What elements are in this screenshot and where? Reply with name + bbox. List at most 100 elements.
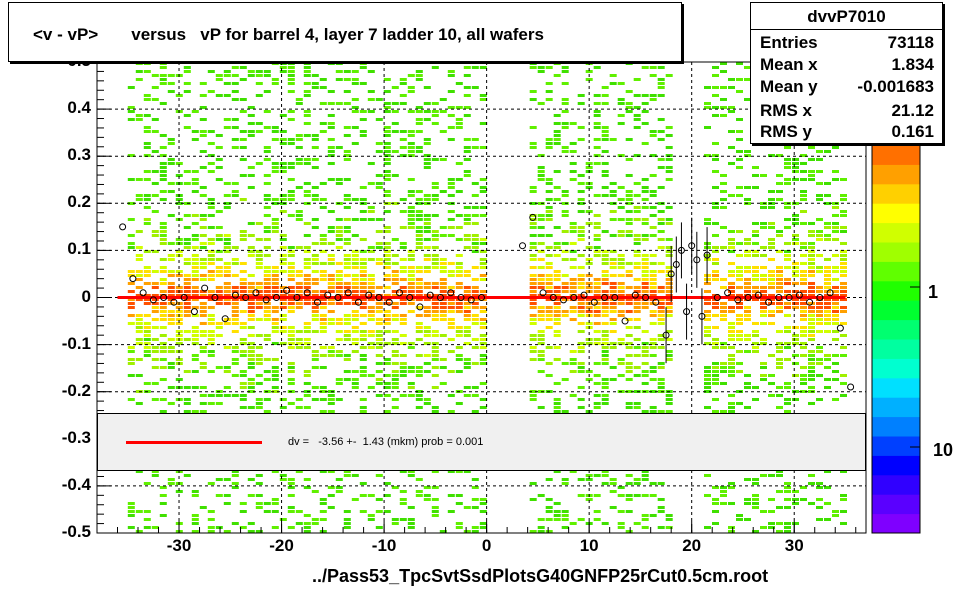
heatmap-cell — [641, 470, 649, 473]
heatmap-cell — [359, 218, 367, 221]
heatmap-cell — [391, 370, 399, 373]
heatmap-cell — [665, 290, 673, 293]
heatmap-cell — [247, 302, 255, 305]
heatmap-cell — [625, 174, 633, 177]
heatmap-cell — [569, 226, 577, 229]
heatmap-cell — [247, 382, 255, 385]
profile-point — [570, 294, 578, 301]
heatmap-cell — [553, 318, 561, 321]
heatmap-cell — [463, 270, 471, 273]
heatmap-cell — [327, 90, 335, 93]
heatmap-cell — [343, 314, 351, 317]
heatmap-cell — [247, 310, 255, 313]
heatmap-cell — [167, 258, 175, 261]
heatmap-cell — [577, 254, 585, 257]
heatmap-cell — [832, 170, 839, 173]
heatmap-cell — [239, 398, 247, 401]
heatmap-cell — [649, 254, 657, 257]
heatmap-cell — [359, 406, 367, 409]
heatmap-cell — [752, 222, 759, 225]
heatmap-cell — [383, 274, 391, 277]
heatmap-cell — [832, 222, 839, 225]
heatmap-cell — [383, 250, 391, 253]
y-tick-label: -0.3 — [61, 427, 91, 447]
heatmap-cell — [529, 358, 537, 361]
heatmap-cell — [577, 210, 585, 213]
heatmap-cell — [840, 522, 847, 525]
heatmap-cell — [263, 358, 271, 361]
heatmap-cell — [311, 258, 319, 261]
heatmap-cell — [287, 90, 295, 93]
heatmap-cell — [311, 366, 319, 369]
heatmap-cell — [151, 306, 159, 309]
heatmap-cell — [832, 318, 839, 321]
heatmap-cell — [351, 342, 359, 345]
heatmap-cell — [319, 510, 327, 513]
heatmap-cell — [207, 274, 215, 277]
heatmap-cell — [561, 314, 569, 317]
heatmap-cell — [431, 234, 439, 237]
heatmap-cell — [824, 226, 831, 229]
heatmap-cell — [601, 86, 609, 89]
heatmap-cell — [816, 358, 823, 361]
heatmap-cell — [808, 294, 815, 297]
heatmap-cell — [279, 314, 287, 317]
heatmap-cell — [471, 238, 479, 241]
heatmap-cell — [776, 306, 783, 309]
heatmap-cell — [529, 390, 537, 393]
heatmap-cell — [545, 498, 553, 501]
heatmap-cell — [569, 282, 577, 285]
heatmap-cell — [423, 246, 431, 249]
heatmap-cell — [191, 190, 199, 193]
heatmap-cell — [311, 198, 319, 201]
heatmap-cell — [553, 198, 561, 201]
heatmap-cell — [207, 142, 215, 145]
heatmap-cell — [143, 482, 151, 485]
heatmap-cell — [351, 290, 359, 293]
heatmap-cell — [776, 362, 783, 365]
heatmap-cell — [792, 502, 799, 505]
heatmap-cell — [431, 254, 439, 257]
heatmap-cell — [601, 130, 609, 133]
heatmap-cell — [415, 390, 423, 393]
heatmap-cell — [816, 362, 823, 365]
heatmap-cell — [343, 206, 351, 209]
heatmap-cell — [199, 330, 207, 333]
heatmap-cell — [327, 290, 335, 293]
heatmap-cell — [407, 130, 415, 133]
heatmap-cell — [199, 262, 207, 265]
heatmap-cell — [335, 246, 343, 249]
heatmap-cell — [471, 138, 479, 141]
heatmap-cell — [824, 486, 831, 489]
heatmap-cell — [367, 494, 375, 497]
heatmap-cell — [423, 314, 431, 317]
heatmap-cell — [399, 294, 407, 297]
heatmap-cell — [447, 70, 455, 73]
profile-point — [713, 294, 721, 301]
heatmap-cell — [367, 310, 375, 313]
heatmap-cell — [455, 226, 463, 229]
heatmap-cell — [792, 294, 799, 297]
heatmap-cell — [840, 382, 847, 385]
heatmap-cell — [840, 282, 847, 285]
heatmap-cell — [255, 402, 263, 405]
heatmap-cell — [231, 350, 239, 353]
heatmap-cell — [327, 150, 335, 153]
profile-point — [816, 294, 824, 301]
heatmap-cell — [776, 342, 783, 345]
heatmap-cell — [593, 298, 601, 301]
heatmap-cell — [207, 238, 215, 241]
heatmap-cell — [295, 306, 303, 309]
profile-point — [631, 291, 639, 299]
heatmap-cell — [231, 470, 239, 473]
heatmap-cell — [335, 178, 343, 181]
heatmap-cell — [649, 234, 657, 237]
heatmap-cell — [561, 510, 569, 513]
heatmap-cell — [840, 274, 847, 277]
heatmap-cell — [383, 102, 391, 105]
heatmap-cell — [351, 326, 359, 329]
heatmap-cell — [649, 354, 657, 357]
heatmap-cell — [784, 382, 791, 385]
heatmap-cell — [601, 170, 609, 173]
heatmap-cell — [431, 182, 439, 185]
